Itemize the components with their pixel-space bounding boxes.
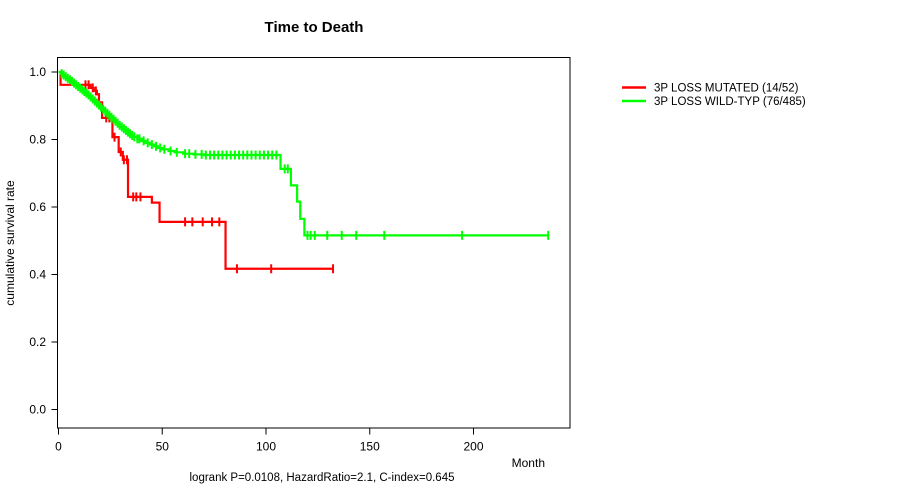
- survival-curve-1: [58, 70, 549, 237]
- x-tick-label: 100: [256, 440, 276, 454]
- x-axis-ticks: 0 50 100 150 200: [55, 428, 484, 454]
- legend-label-wildtype: 3P LOSS WILD-TYP (76/485): [654, 96, 806, 108]
- y-axis-ticks: 0.0 0.2 0.4 0.6 0.8 1.0: [29, 65, 58, 417]
- legend: 3P LOSS MUTATED (14/52) 3P LOSS WILD-TYP…: [622, 83, 806, 108]
- y-tick-label: 1.0: [29, 65, 46, 79]
- y-tick-label: 0.2: [29, 335, 46, 349]
- x-tick-label: 200: [463, 440, 483, 454]
- x-tick-label: 0: [55, 440, 62, 454]
- stats-caption: logrank P=0.0108, HazardRatio=2.1, C-ind…: [190, 472, 455, 484]
- plot-box: [57, 57, 571, 429]
- y-tick-label: 0.4: [29, 268, 46, 282]
- x-axis-label: Month: [512, 456, 545, 470]
- y-tick-label: 0.8: [29, 133, 46, 147]
- x-tick-label: 50: [156, 440, 170, 454]
- y-tick-label: 0.6: [29, 200, 46, 214]
- legend-label-mutated: 3P LOSS MUTATED (14/52): [654, 83, 799, 95]
- y-tick-label: 0.0: [29, 403, 46, 417]
- chart-title: Time to Death: [265, 19, 364, 36]
- survival-curves: [58, 69, 550, 274]
- x-tick-label: 150: [360, 440, 380, 454]
- y-axis-label: cumulative survival rate: [3, 180, 17, 306]
